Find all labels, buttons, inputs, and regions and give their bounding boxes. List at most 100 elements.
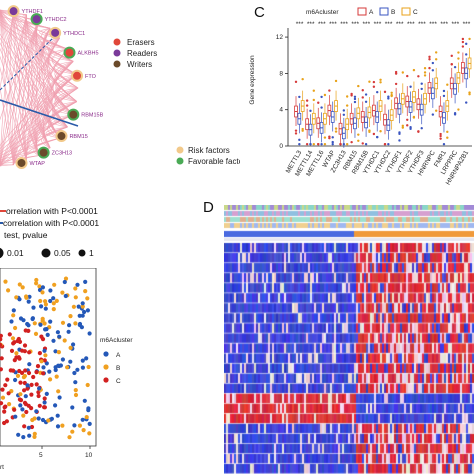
- boxplot-outlier: [301, 127, 304, 131]
- network-node-label: WTAP: [29, 161, 45, 167]
- boxplot-outlier: [372, 132, 376, 136]
- boxplot-outlier: [450, 63, 453, 66]
- boxplot-outlier: [387, 95, 390, 98]
- network-edge: [50, 114, 74, 128]
- scatter-point: [77, 423, 82, 428]
- scatter-point: [18, 316, 24, 321]
- network-edge: [0, 101, 77, 152]
- scatter-point: [29, 392, 34, 397]
- boxplot-outlier: [294, 80, 298, 84]
- network-edge: [54, 60, 77, 75]
- boxplot-significance: ***: [418, 21, 426, 28]
- boxplot-ytick-label: 4: [279, 107, 283, 114]
- network-edge: [0, 137, 60, 159]
- boxplot-outlier: [342, 113, 346, 116]
- network-edge: [24, 14, 51, 29]
- network-node-label: ALKBH5: [77, 51, 98, 57]
- scatter-point: [39, 304, 44, 309]
- boxplot-outlier: [364, 100, 368, 104]
- boxplot-outlier: [361, 96, 364, 99]
- boxplot-outlier: [345, 95, 349, 98]
- network-edge: [54, 60, 79, 89]
- network-edge: [45, 126, 68, 139]
- scatter-point: [80, 358, 85, 363]
- network-node-label: RBM15B: [81, 113, 103, 119]
- scatter-point: [43, 327, 48, 332]
- scatter-point: [22, 380, 27, 386]
- pvalue-marker-0: [0, 247, 4, 259]
- scatter-point: [0, 342, 3, 347]
- boxplot-significance: ***: [429, 21, 437, 28]
- network-edge: [0, 11, 14, 91]
- scatter-point: [22, 349, 27, 354]
- scatter-point: [16, 355, 21, 360]
- boxplot-outlier: [390, 91, 393, 94]
- scatter-point: [25, 321, 30, 327]
- boxplot-outlier: [353, 97, 357, 101]
- boxplot-outlier: [409, 127, 412, 131]
- network-node-label: YTHDF1: [22, 9, 43, 15]
- network-node-label: FTO: [85, 74, 97, 80]
- boxplot-outlier: [328, 135, 331, 138]
- scatter-point: [16, 432, 21, 437]
- boxplot-outlier: [317, 101, 320, 104]
- scatter-legend-marker-a: [103, 351, 109, 357]
- boxplot-outlier: [442, 142, 446, 146]
- boxplot-legend-b: B: [391, 9, 395, 16]
- scatter-point: [82, 309, 87, 315]
- scatter-point: [11, 308, 16, 313]
- scatter-point: [0, 367, 3, 372]
- boxplot-outlier: [334, 79, 338, 83]
- network-node: [55, 130, 68, 143]
- scatter-point: [48, 298, 53, 304]
- boxplot-outlier: [406, 124, 409, 127]
- boxplot-outlier: [434, 58, 438, 61]
- scatter-point: [43, 306, 48, 311]
- scatter-point: [32, 434, 37, 439]
- boxplot-outlier: [406, 74, 409, 78]
- boxplot-outlier: [345, 104, 349, 107]
- scatter-point: [55, 330, 61, 335]
- scatter-point: [13, 377, 18, 383]
- boxplot-legend-key-c: [401, 7, 411, 16]
- scatter-point: [4, 419, 9, 424]
- scatter-point: [18, 403, 23, 408]
- scatter-point: [51, 307, 56, 312]
- boxplot-outlier: [401, 126, 405, 129]
- scatter-point: [37, 351, 43, 356]
- network-node: [15, 156, 28, 169]
- scatter-point: [34, 409, 39, 414]
- scatter-point: [86, 364, 91, 370]
- boxplot-outlier: [457, 51, 460, 54]
- pvalue-marker-1: [41, 248, 51, 258]
- boxplot-outlier: [334, 127, 338, 130]
- network-edge: [55, 74, 77, 102]
- scatter-point: [36, 393, 41, 399]
- boxplot-outlier: [442, 94, 446, 98]
- boxplot-outlier: [305, 99, 309, 102]
- boxplot-significance: ***: [351, 21, 359, 28]
- network-factor-legend: Risk factors Favorable factors: [176, 146, 240, 166]
- network-edge: [51, 74, 77, 128]
- scatter-point: [76, 304, 81, 309]
- boxplot-outlier: [342, 109, 346, 112]
- scatter-point: [73, 388, 78, 393]
- scatter-point: [9, 348, 15, 353]
- boxplot-outlier: [331, 136, 334, 139]
- boxplot-outlier: [428, 66, 431, 70]
- scatter-point: [36, 416, 41, 421]
- heatmap-panel: [224, 205, 474, 474]
- scatter-point: [53, 403, 58, 408]
- boxplot-outlier: [442, 89, 446, 93]
- scatter-point: [7, 402, 12, 407]
- scatter-point: [26, 370, 32, 376]
- scatter-point: [87, 331, 92, 336]
- scatter-point: [46, 418, 51, 423]
- scatter-point: [22, 343, 28, 348]
- scatter-point: [32, 431, 37, 436]
- scatter-point: [31, 305, 36, 310]
- scatter-point: [0, 337, 3, 342]
- boxplot-significance: ***: [329, 21, 337, 28]
- scatter-point: [27, 362, 32, 367]
- scatter-point: [5, 377, 10, 382]
